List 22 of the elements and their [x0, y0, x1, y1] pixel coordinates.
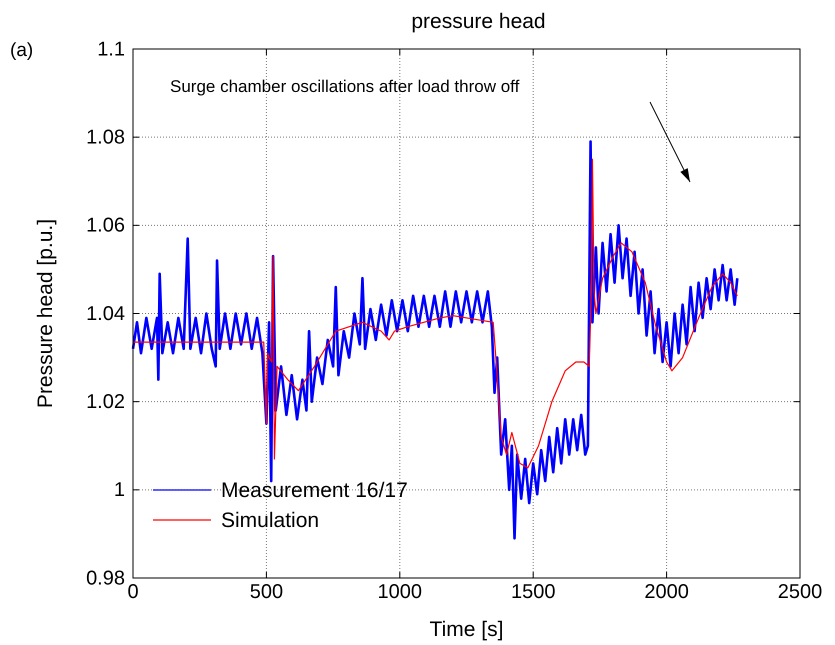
y-tick-label: 1.08 [86, 126, 125, 149]
legend-label: Measurement 16/17 [221, 479, 408, 502]
x-tick-label: 2000 [644, 581, 689, 604]
line-series [132, 140, 739, 540]
x-tick-label: 1500 [510, 581, 556, 604]
line-series [132, 158, 738, 468]
x-tick-label: 1000 [378, 581, 422, 604]
legend-label: Simulation [221, 509, 320, 532]
text: (a) [10, 40, 34, 61]
y-tick-label: 1.1 [97, 38, 125, 60]
x-tick-label: 2500 [778, 581, 822, 604]
annotation: Surge chamber oscillations after load throw off [170, 77, 520, 96]
y-tick-label: 1.06 [86, 214, 125, 237]
y-tick-label: 1.02 [86, 391, 125, 414]
x-tick-label: 500 [250, 581, 284, 604]
x-axis-title: Time [s] [430, 618, 504, 641]
y-tick-label: 1 [114, 479, 125, 502]
y-axis-title: Pressure head [p.u.] [34, 218, 57, 408]
y-tick-label: 0.98 [86, 567, 125, 590]
chart-title: pressure head [411, 10, 546, 33]
y-tick-label: 1.04 [86, 302, 125, 325]
x-tick-label: 0 [127, 581, 139, 604]
